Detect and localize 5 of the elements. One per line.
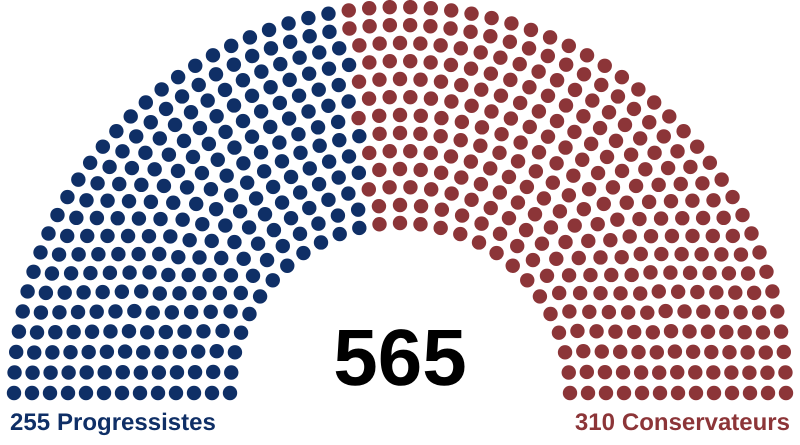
text: 565	[332, 313, 468, 402]
data-label: 310	[574, 409, 615, 436]
category-label: Conservateurs	[622, 409, 790, 436]
data-label: 255	[10, 409, 50, 436]
category-label: Progressistes	[57, 409, 216, 436]
